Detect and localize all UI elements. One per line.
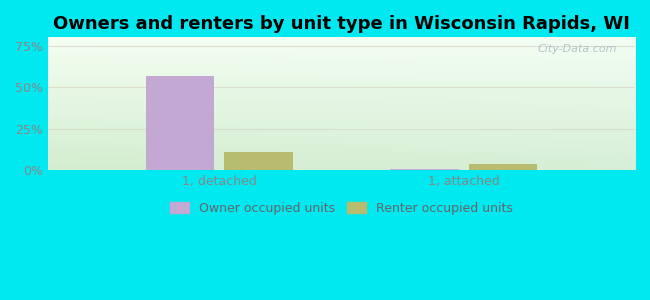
Title: Owners and renters by unit type in Wisconsin Rapids, WI: Owners and renters by unit type in Wisco…: [53, 15, 630, 33]
Bar: [469, 164, 537, 170]
Bar: [146, 76, 214, 170]
Legend: Owner occupied units, Renter occupied units: Owner occupied units, Renter occupied un…: [165, 197, 518, 220]
Text: City-Data.com: City-Data.com: [538, 44, 617, 54]
Bar: [391, 169, 459, 170]
Bar: [224, 152, 292, 170]
